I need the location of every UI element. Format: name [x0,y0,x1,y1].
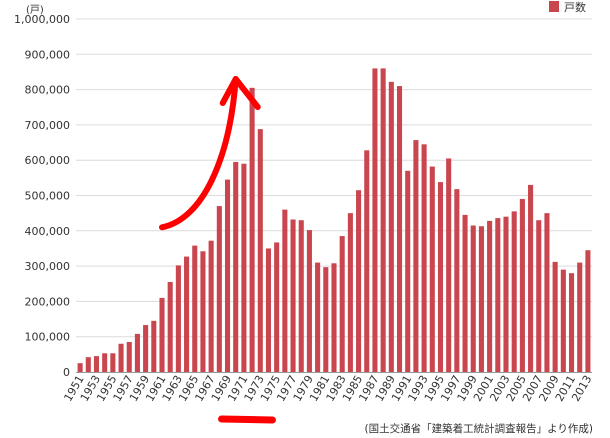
bar-1997 [454,189,460,372]
bar-2001 [487,220,493,372]
bar-1994 [429,166,435,372]
legend-entry: 戸数 [564,1,586,14]
y-tick-label: 700,000 [25,119,71,132]
y-tick-label: 500,000 [25,190,71,203]
bar-2006 [528,184,534,372]
bar-2012 [577,262,583,372]
bar-2004 [511,211,517,372]
bar-1992 [413,140,419,372]
y-tick-label: 200,000 [25,295,71,308]
bar-1961 [159,297,165,372]
y-unit-label: (戸) [26,4,44,16]
y-tick-label: 600,000 [25,154,71,167]
bar-2010 [560,269,566,372]
annotation-arrow-head [219,76,261,111]
bar-1981 [323,267,329,372]
bar-2000 [478,226,484,372]
bar-1993 [421,144,427,372]
bar-2003 [503,216,509,372]
bar-1958 [134,333,140,372]
bar-1980 [315,262,321,372]
bar-1983 [339,236,345,372]
y-axis: 0 100,000 200,000 300,000 400,000 500,000 600,… [14,13,70,379]
bars [77,68,591,373]
y-tick-label: 300,000 [25,260,71,273]
bar-1999 [470,225,476,372]
bar-1965 [192,245,198,372]
bar-1973 [257,129,263,372]
bar-1975 [274,242,280,372]
legend: 戸数 [549,1,586,14]
bar-1963 [175,265,181,372]
y-tick-label: 0 [63,366,70,379]
bar-1998 [462,214,468,372]
x-axis: 1951195319551957195919611963196519671969… [61,373,594,404]
annotation-underline [218,415,276,424]
y-tick-label: 900,000 [25,48,71,61]
bar-1957 [126,342,132,372]
bar-1989 [388,81,394,372]
bar-2008 [544,213,550,372]
annotations [159,76,276,424]
bar-1979 [306,230,312,372]
bar-1984 [347,213,353,372]
bar-1995 [437,182,444,372]
bar-1959 [143,325,149,372]
bar-1969 [224,179,231,372]
bar-2009 [552,261,558,372]
bar-1971 [241,163,247,372]
y-tick-label: 1,000,000 [14,13,70,26]
bar-1954 [102,353,108,372]
bar-2013 [585,250,591,372]
bar-1996 [446,158,452,372]
bar-1952 [85,357,91,372]
bar-1991 [405,170,411,372]
y-tick-label: 100,000 [25,331,71,344]
bar-1953 [93,356,100,372]
bar-1970 [233,161,239,372]
bar-1976 [282,209,288,372]
bar-1956 [118,343,124,372]
bar-1985 [356,190,362,372]
bar-2002 [495,218,501,372]
bar-2005 [519,199,525,372]
y-tick-label: 800,000 [25,84,71,97]
bar-1962 [167,281,173,372]
y-tick-label: 400,000 [25,225,71,238]
bar-1978 [298,220,304,372]
bar-1951 [77,363,83,372]
bar-1990 [396,86,403,372]
bar-1967 [208,240,214,372]
bar-1982 [331,263,337,372]
bar-1977 [290,219,296,372]
bar-1968 [216,206,222,372]
bar-1972 [249,87,255,372]
bar-1966 [200,251,206,372]
bar-2007 [536,220,542,372]
bar-1974 [265,248,272,372]
bar-1960 [151,320,157,372]
bar-1964 [184,256,190,372]
bar-2011 [568,273,575,372]
source-note: (国土交通省「建築着工統計調査報告」より作成) [365,422,593,435]
bar-1988 [380,68,386,373]
annotation-arrow-shaft [159,76,239,231]
bar-1987 [372,68,378,373]
bar-1955 [110,353,116,372]
bar-1986 [364,150,370,372]
legend-swatch [549,1,559,12]
